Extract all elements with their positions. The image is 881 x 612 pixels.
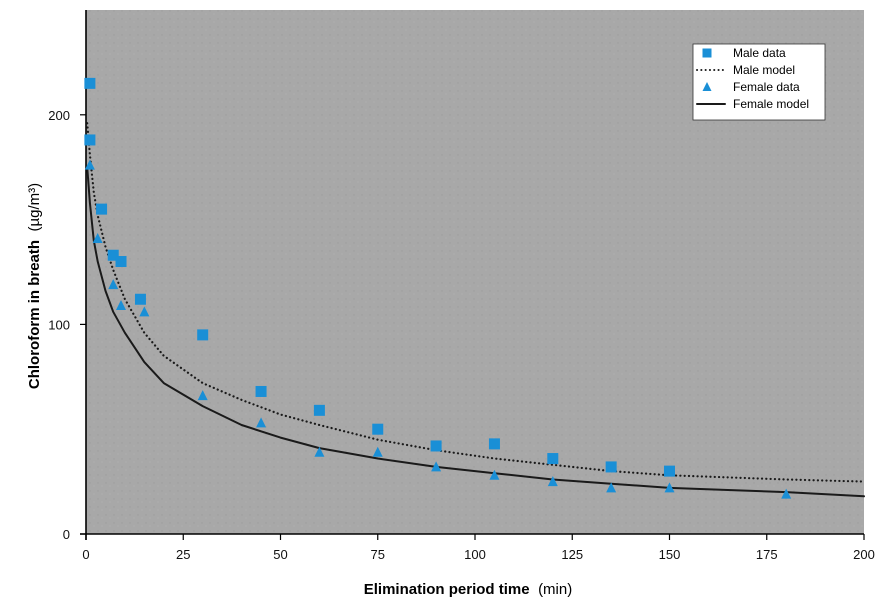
legend-triangle-marker bbox=[702, 81, 712, 92]
x-tick-label: 175 bbox=[756, 547, 778, 562]
x-axis-title-unit: (min) bbox=[538, 581, 572, 598]
male-data-point bbox=[84, 134, 96, 146]
x-tick-label: 200 bbox=[853, 547, 875, 562]
x-axis-title-main: Elimination period time bbox=[364, 581, 530, 598]
y-tick-group: 0 100 200 bbox=[48, 108, 86, 542]
legend-label: Female data bbox=[733, 80, 800, 94]
female-data-point bbox=[108, 279, 119, 290]
model-lines bbox=[86, 122, 866, 498]
y-axis-title: Chloroform in breath (µg/m³) bbox=[26, 183, 43, 389]
male-data-point bbox=[430, 440, 442, 452]
legend-square-marker bbox=[702, 48, 712, 58]
male-model-line bbox=[86, 122, 866, 483]
x-axis-title: Elimination period time (min) bbox=[364, 581, 572, 598]
female-data-point bbox=[781, 488, 792, 499]
male-data-point bbox=[107, 249, 119, 261]
female-data-point bbox=[197, 390, 208, 401]
x-tick-label: 100 bbox=[464, 547, 486, 562]
x-tick-label: 125 bbox=[561, 547, 583, 562]
y-axis-title-main: Chloroform in breath bbox=[26, 240, 43, 389]
x-tick-label: 0 bbox=[82, 547, 89, 562]
x-tick-group: 0 25 50 75 100 125 150 175 200 bbox=[82, 534, 875, 562]
male-data-point bbox=[313, 404, 325, 416]
y-tick-label: 100 bbox=[48, 317, 70, 332]
female-data-point bbox=[547, 476, 558, 487]
male-data-point bbox=[547, 453, 559, 465]
legend-label: Male data bbox=[733, 46, 786, 60]
female-data-point bbox=[372, 446, 383, 457]
female-data-point bbox=[116, 300, 127, 311]
y-tick-label: 200 bbox=[48, 108, 70, 123]
male-data-point bbox=[488, 438, 500, 450]
female-data-point bbox=[606, 482, 617, 493]
x-tick-label: 150 bbox=[659, 547, 681, 562]
female-data-point bbox=[139, 306, 150, 317]
female-model-line bbox=[86, 166, 865, 498]
female-data-point bbox=[664, 482, 675, 493]
female-data-point bbox=[84, 159, 95, 170]
legend: Male data Male model Female data Female mod… bbox=[692, 43, 826, 121]
y-axis-title-unit: (µg/m³) bbox=[26, 183, 43, 232]
data-points bbox=[84, 77, 792, 499]
legend-box bbox=[692, 43, 826, 121]
female-data-point bbox=[431, 461, 442, 472]
male-data-point bbox=[115, 256, 127, 268]
female-data-point bbox=[314, 446, 325, 457]
male-data-point bbox=[197, 329, 209, 341]
male-data-point bbox=[664, 465, 675, 477]
male-data-point bbox=[255, 385, 267, 397]
legend-label: Male model bbox=[733, 63, 795, 77]
x-tick-label: 25 bbox=[176, 547, 190, 562]
male-data-point bbox=[372, 423, 384, 435]
y-tick-label: 0 bbox=[63, 527, 70, 542]
male-data-point bbox=[84, 77, 96, 89]
male-data-point bbox=[605, 461, 617, 473]
x-tick-label: 50 bbox=[273, 547, 287, 562]
female-data-point bbox=[256, 417, 267, 428]
female-data-point bbox=[489, 469, 500, 480]
x-tick-label: 75 bbox=[371, 547, 385, 562]
legend-label: Female model bbox=[733, 97, 809, 111]
male-data-point bbox=[134, 293, 146, 305]
male-data-point bbox=[96, 203, 108, 215]
female-data-point bbox=[92, 232, 103, 243]
